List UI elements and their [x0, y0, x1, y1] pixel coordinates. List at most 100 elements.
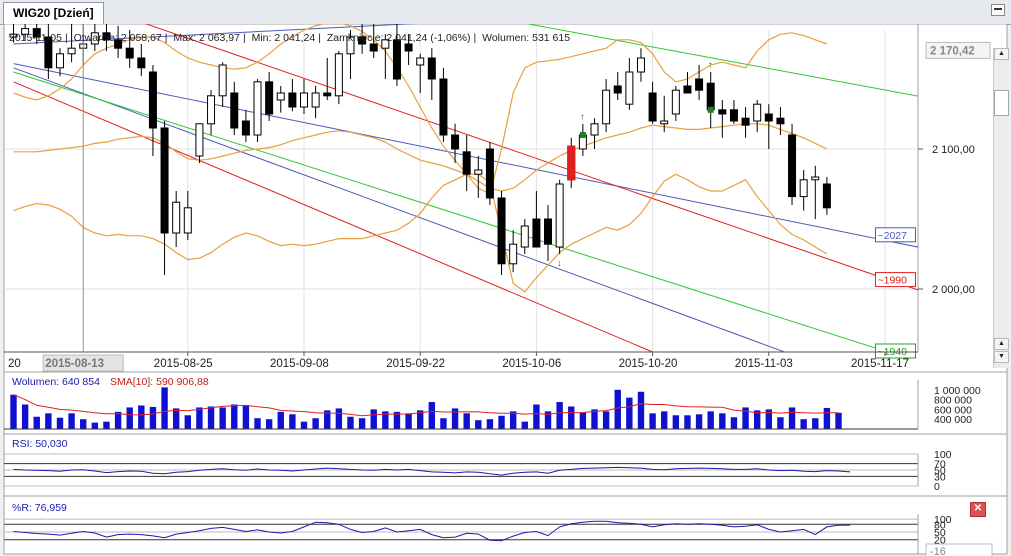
candle-body: [276, 92, 285, 101]
rsi-tick-label: 30: [934, 471, 946, 483]
candle-body: [451, 134, 460, 150]
candle-body: [520, 225, 529, 248]
candle-body: [799, 179, 808, 198]
header-min: Min: 2 041,24: [252, 32, 316, 44]
candle-body: [497, 197, 506, 265]
volume-bar: [242, 404, 250, 429]
volume-bar: [300, 421, 308, 429]
volume-bar: [428, 402, 436, 429]
volume-bar: [533, 404, 540, 429]
volume-bar: [695, 414, 703, 429]
volume-bar: [172, 408, 180, 429]
candle-body: [753, 103, 762, 122]
candle-body: [311, 92, 320, 108]
candle-body: [323, 92, 332, 97]
volume-bar: [196, 407, 203, 429]
volume-bar: [742, 407, 749, 429]
scroll-up-small-icon[interactable]: ▲: [994, 338, 1009, 350]
candle-body: [462, 151, 471, 175]
volume-bar: [254, 418, 261, 429]
candle-body: [358, 36, 367, 45]
price-scrollbar[interactable]: ▲ ▲ ▼: [993, 48, 1009, 368]
volume-bar: [358, 418, 366, 429]
date-axis: 20 2015-08-25 2015-09-08 2015-09-22 2015-10-…: [4, 351, 918, 372]
candle-body: [114, 39, 123, 49]
volume-bar: [614, 389, 621, 429]
close-panel-icon[interactable]: ✕: [970, 502, 986, 517]
candle-body: [381, 39, 390, 49]
williams-value-label: -16: [930, 546, 946, 556]
candle-body: [509, 243, 518, 265]
candle-body: [300, 92, 308, 108]
volume-tick-label: 600 000: [934, 404, 972, 416]
scroll-thumb[interactable]: [994, 90, 1009, 116]
sell-arrow-icon: ↓: [557, 258, 562, 269]
minimize-icon[interactable]: [991, 4, 1005, 16]
candle-body: [230, 92, 239, 129]
candle-body: [683, 85, 692, 94]
candle-body: [718, 109, 727, 115]
candle-body: [532, 218, 541, 248]
buy-arrow-icon: ↑: [580, 112, 585, 123]
scroll-down-icon[interactable]: ▼: [994, 351, 1009, 363]
tab-wig20[interactable]: WIG20 [Dzień]: [3, 2, 104, 24]
candle-body: [265, 81, 274, 115]
channel-line-red: [144, 24, 918, 291]
tab-bar: WIG20 [Dzień]: [0, 0, 1011, 25]
candle-body: [172, 201, 181, 234]
candle-body: [439, 78, 448, 136]
volume-bar: [661, 411, 668, 429]
candle-body: [602, 89, 611, 125]
candle-body: [555, 183, 564, 248]
volume-bar: [149, 406, 157, 429]
candle-body: [44, 36, 53, 69]
candle-body: [706, 82, 715, 111]
volume-bar: [568, 406, 575, 429]
bollinger-lower: [13, 173, 828, 293]
candle-body: [544, 218, 553, 245]
volume-bar: [68, 413, 75, 429]
candle-body: [474, 169, 483, 175]
cursor-date-box: [42, 354, 124, 372]
candle-body: [729, 109, 738, 122]
volume-bar: [835, 412, 842, 429]
candle-body: [102, 32, 111, 41]
volume-bar: [103, 421, 110, 429]
header-volume: Wolumen: 531 615: [482, 32, 570, 44]
rsi-tick-label: 0: [934, 481, 940, 493]
x-tick-label: 2015-11-17: [851, 358, 909, 370]
x-tick-label-first: 20: [8, 358, 21, 370]
volume-bar: [544, 411, 552, 429]
volume-bar: [719, 413, 726, 429]
candle-body: [9, 33, 18, 38]
volume-bar: [777, 417, 784, 429]
volume-bar: [45, 413, 52, 429]
candle-body: [32, 28, 41, 38]
candle-body: [21, 28, 30, 35]
chart-area[interactable]: 2 000,002 100,002 170,42↓↑↑~2027~1990~19…: [0, 24, 1011, 556]
volume-bar: [591, 409, 598, 429]
x-tick-label: 2015-09-08: [270, 358, 329, 370]
channel-label-box: [874, 227, 916, 243]
volume-bar: [451, 408, 459, 429]
volume-bar: [649, 413, 656, 429]
channel-line-blue: [13, 63, 918, 248]
candle-body: [334, 53, 343, 97]
volume-bar: [812, 418, 819, 429]
channel-label: ~1990: [877, 275, 907, 287]
candle-body: [195, 123, 204, 157]
volume-bar: [684, 415, 691, 429]
scroll-up-icon[interactable]: ▲: [994, 48, 1009, 60]
volume-bar: [80, 419, 87, 429]
sma-line: [13, 394, 839, 417]
williams-tick-label: 50: [934, 527, 946, 539]
candle-body: [427, 57, 436, 80]
volume-bar: [626, 397, 633, 429]
volume-bar: [405, 413, 412, 429]
volume-bar: [823, 407, 831, 429]
candle-body: [788, 134, 797, 198]
channel-label: ~2027: [877, 230, 907, 242]
rsi-tick-label: 70: [934, 459, 946, 471]
channel-line-blue: [13, 67, 786, 352]
